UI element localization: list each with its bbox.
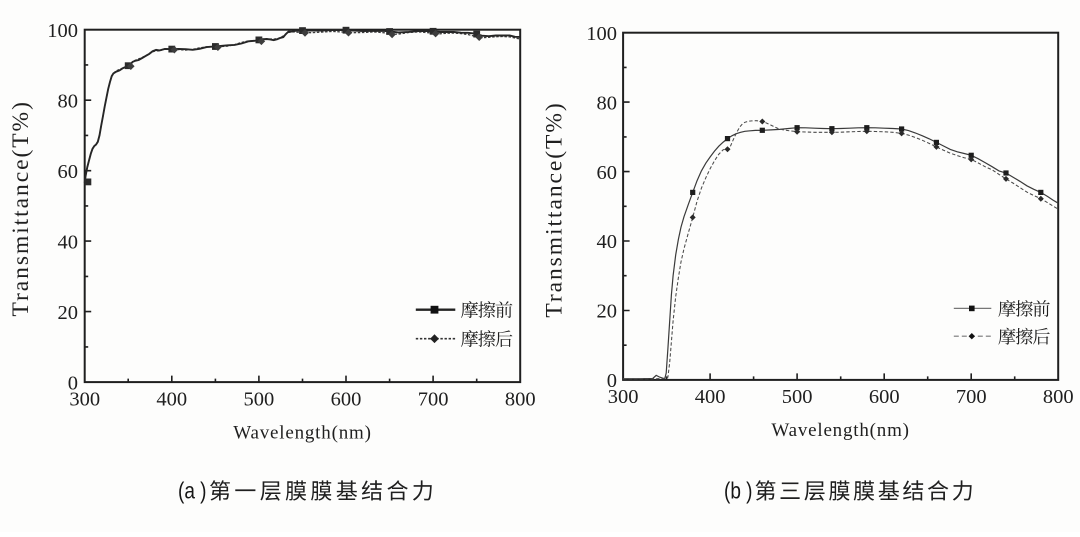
- svg-text:400: 400: [695, 386, 726, 408]
- svg-text:400: 400: [156, 389, 187, 411]
- svg-text:(a ): (a ): [178, 478, 207, 504]
- svg-text:800: 800: [1043, 386, 1074, 408]
- svg-text:600: 600: [869, 386, 900, 408]
- svg-text:20: 20: [58, 302, 79, 324]
- svg-text:80: 80: [58, 90, 79, 112]
- svg-text:60: 60: [597, 162, 618, 184]
- svg-text:80: 80: [597, 92, 618, 114]
- svg-text:0: 0: [68, 372, 78, 394]
- svg-text:40: 40: [58, 231, 79, 253]
- svg-text:Transmittance(T%): Transmittance(T%): [542, 101, 568, 317]
- svg-text:700: 700: [418, 389, 449, 411]
- svg-text:40: 40: [597, 231, 618, 253]
- svg-text:Wavelength(nm): Wavelength(nm): [771, 420, 909, 441]
- svg-text:60: 60: [58, 161, 79, 183]
- svg-text:800: 800: [505, 389, 536, 411]
- svg-text:700: 700: [956, 386, 987, 408]
- svg-text:Transmittance(T%): Transmittance(T%): [8, 100, 34, 316]
- svg-text:(b ): (b ): [724, 478, 753, 504]
- svg-text:100: 100: [47, 20, 78, 42]
- svg-text:0: 0: [607, 370, 617, 392]
- svg-text:20: 20: [597, 301, 618, 323]
- svg-text:100: 100: [586, 23, 617, 45]
- svg-text:300: 300: [69, 389, 100, 411]
- svg-text:500: 500: [244, 389, 275, 411]
- svg-text:600: 600: [331, 389, 362, 411]
- svg-text:300: 300: [608, 386, 639, 408]
- svg-text:Wavelength(nm): Wavelength(nm): [233, 423, 371, 444]
- svg-text:500: 500: [782, 386, 813, 408]
